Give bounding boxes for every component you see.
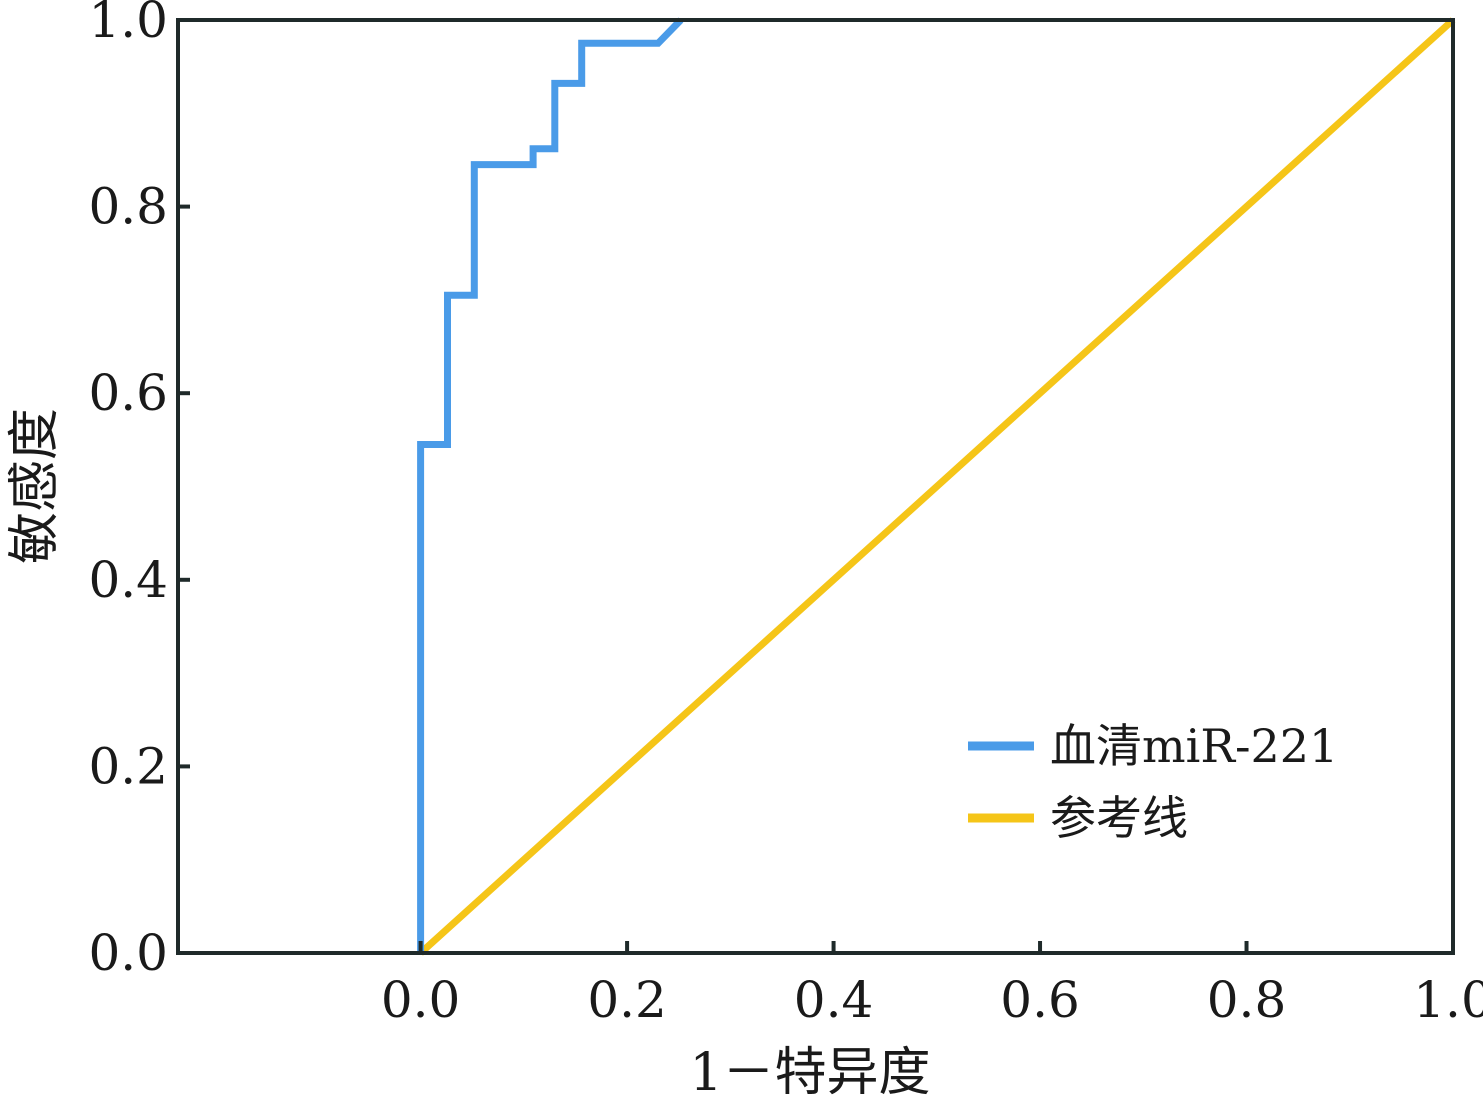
- x-tick-label: 0.8: [1207, 971, 1287, 1029]
- legend-label-reference-line: 参考线: [1050, 791, 1188, 845]
- legend: 血清miR-221 参考线: [968, 719, 1338, 845]
- x-tick-label: 0.6: [1000, 971, 1080, 1029]
- y-axis-title: 敏感度: [5, 408, 65, 564]
- x-tick-label: 1.0: [1413, 971, 1483, 1029]
- y-axis-ticks: 0.0 0.2 0.4 0.6 0.8 1.0: [88, 0, 190, 982]
- x-axis-title: 1－特异度: [689, 1043, 930, 1102]
- y-tick-label: 1.0: [88, 0, 168, 49]
- x-tick-label: 0.4: [794, 971, 874, 1029]
- plot-frame: [176, 18, 1455, 955]
- plot-lines: [417, 17, 1456, 956]
- x-tick-label: 0.0: [381, 971, 461, 1029]
- serum-mir221-roc-line: [417, 17, 684, 953]
- x-tick-label: 0.2: [587, 971, 667, 1029]
- legend-label-serum-mir221: 血清miR-221: [1050, 719, 1338, 773]
- x-axis-ticks: 0.0 0.2 0.4 0.6 0.8 1.0: [381, 941, 1483, 1029]
- reference-line: [418, 17, 1456, 956]
- y-tick-label: 0.8: [88, 178, 168, 236]
- y-tick-label: 0.4: [88, 551, 168, 609]
- y-tick-label: 0.0: [88, 924, 168, 982]
- y-tick-label: 0.6: [88, 364, 168, 422]
- y-tick-label: 0.2: [88, 737, 168, 795]
